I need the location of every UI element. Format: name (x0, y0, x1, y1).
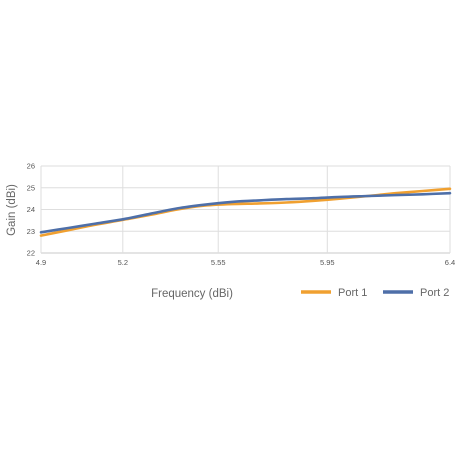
x-tick-label: 4.9 (36, 258, 46, 267)
y-axis-title: Gain (dBi) (6, 184, 18, 236)
y-tick-label: 26 (27, 162, 35, 171)
legend-label-port-1: Port 1 (338, 287, 367, 299)
x-tick-label: 5.95 (320, 258, 335, 267)
grid (40, 165, 451, 254)
legend: Port 1 Port 2 (301, 287, 449, 299)
series-layer (39, 187, 452, 237)
x-tick-label: 5.2 (118, 258, 128, 267)
y-tick-label: 23 (27, 227, 35, 236)
y-tick-label: 22 (27, 249, 35, 258)
x-tick-label: 6.4 (445, 258, 455, 267)
y-axis-ticks: 22 23 24 25 26 (27, 162, 35, 258)
x-axis-ticks: 4.9 5.2 5.55 5.95 6.4 (36, 258, 455, 267)
x-axis-title: Frequency (dBi) (151, 288, 233, 300)
x-tick-label: 5.55 (211, 258, 226, 267)
y-tick-label: 24 (27, 205, 35, 214)
series-line-port-2 (39, 191, 452, 234)
legend-label-port-2: Port 2 (420, 287, 449, 299)
y-tick-label: 25 (27, 183, 35, 192)
